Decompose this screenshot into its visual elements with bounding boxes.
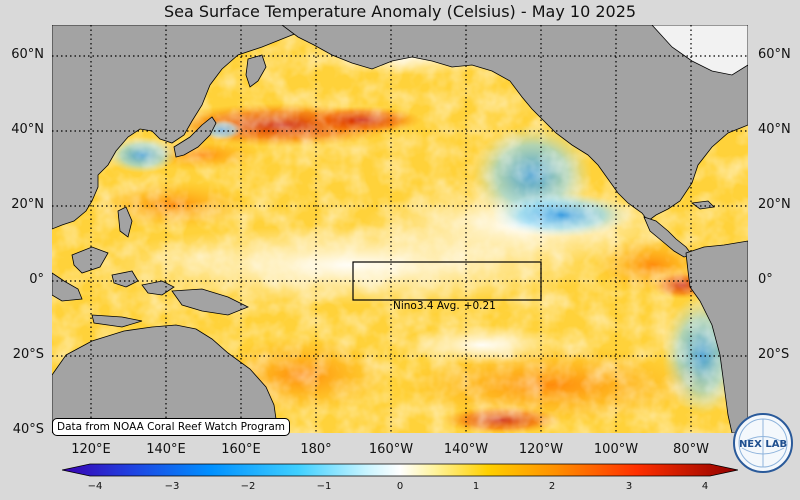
colorbar-tick: −3 <box>164 481 180 492</box>
colorbar <box>62 463 738 477</box>
nino34-average-label: Nino3.4 Avg. +0.21 <box>393 300 496 312</box>
nino34-box <box>352 261 542 301</box>
lon-label: 120°W <box>518 442 564 457</box>
logo-text: NEX LAB <box>739 439 787 450</box>
lon-label: 80°W <box>673 442 709 457</box>
lon-label: 140°E <box>146 442 186 457</box>
nex-lab-logo: NEX LAB <box>733 413 793 473</box>
lon-label: 140°W <box>443 442 489 457</box>
lon-label: 160°W <box>368 442 414 457</box>
lat-label-right: 20°N <box>758 197 791 212</box>
colorbar-tick: 0 <box>396 481 404 492</box>
lat-label-left: 40°S <box>12 422 44 437</box>
land-masses <box>52 25 748 433</box>
lat-label-left: 20°N <box>11 197 44 212</box>
lon-label: 120°E <box>71 442 111 457</box>
lat-label-left: 20°S <box>12 347 44 362</box>
lat-label-left: 60°N <box>11 47 44 62</box>
lon-label: 180° <box>300 442 332 457</box>
lat-label-right: 40°N <box>758 122 791 137</box>
data-credit-label: Data from NOAA Coral Reef Watch Program <box>52 418 290 436</box>
colorbar-tick: 3 <box>625 481 633 492</box>
lon-label: 160°E <box>221 442 261 457</box>
graticule <box>52 25 748 433</box>
lat-label-right: 0° <box>758 272 773 287</box>
colorbar-tick: −2 <box>240 481 256 492</box>
map-svg <box>52 25 748 433</box>
colorbar-tick: 2 <box>548 481 556 492</box>
lat-label-right: 20°S <box>758 347 790 362</box>
nino34-value: +0.21 <box>463 300 496 312</box>
colorbar-tick: 4 <box>701 481 709 492</box>
colorbar-tick: −4 <box>87 481 103 492</box>
lat-label-left: 40°N <box>11 122 44 137</box>
map-title: Sea Surface Temperature Anomaly (Celsius… <box>163 2 637 21</box>
lat-label-left: 0° <box>29 272 44 287</box>
sst-anomaly-map <box>52 25 748 433</box>
lat-label-right: 60°N <box>758 47 791 62</box>
colorbar-tick: −1 <box>316 481 332 492</box>
nino34-name: Nino3.4 Avg. <box>393 300 460 312</box>
colorbar-tick: 1 <box>472 481 480 492</box>
lon-label: 100°W <box>593 442 639 457</box>
